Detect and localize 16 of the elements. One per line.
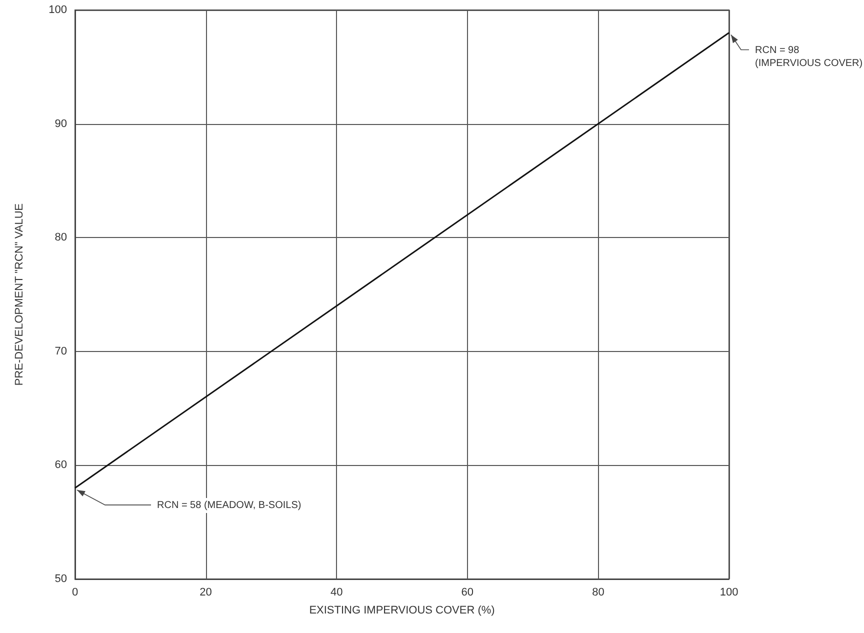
annotation: RCN = 58 (MEADOW, B-SOILS): [157, 500, 302, 511]
y-tick-label: 80: [54, 232, 67, 244]
y-tick-label: 60: [54, 459, 67, 472]
y-tick-label: 50: [54, 573, 67, 585]
y-tick-label: 70: [54, 345, 67, 358]
x-tick-label: 80: [592, 586, 604, 598]
x-tick-label: 60: [461, 586, 474, 598]
y-tick-label: 100: [48, 4, 67, 16]
y-tick-label: 90: [54, 118, 67, 130]
x-tick-label: 40: [330, 586, 343, 598]
annotation: RCN = 98 (IMPERVIOUS COVER): [755, 44, 863, 69]
x-tick-label: 0: [72, 586, 78, 598]
y-axis-title: PRE-DEVELOPMENT "RCN" VALUE: [14, 203, 26, 386]
x-tick-label: 20: [200, 586, 212, 598]
x-axis-title: EXISTING IMPERVIOUS COVER (%): [309, 604, 495, 616]
x-tick-label: 100: [720, 586, 738, 598]
